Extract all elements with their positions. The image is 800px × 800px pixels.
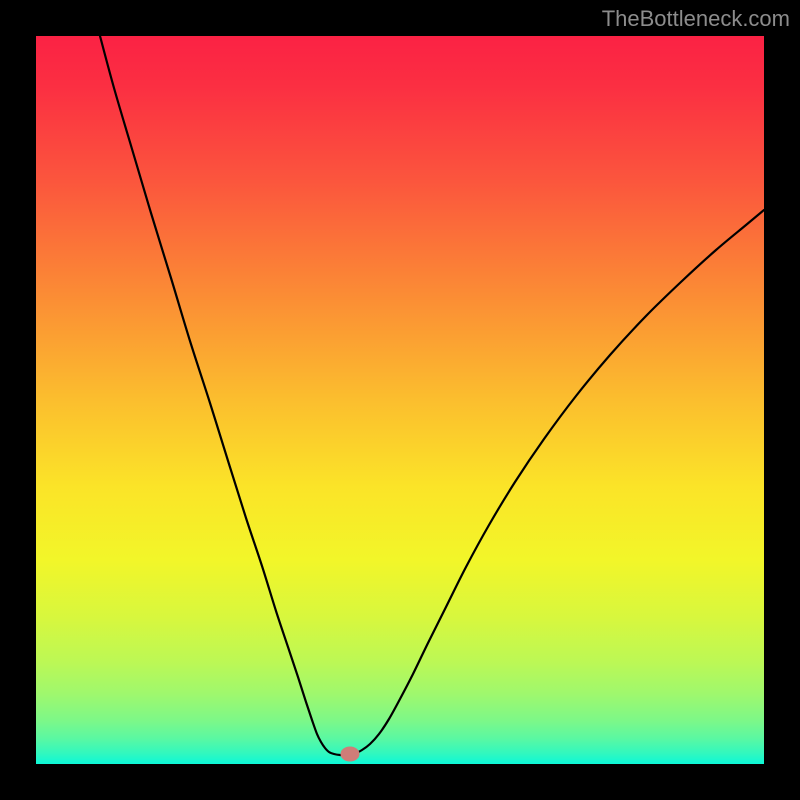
optimum-marker [341,747,359,761]
chart-frame: TheBottleneck.com [0,0,800,800]
bottleneck-chart [36,36,764,764]
watermark-text: TheBottleneck.com [602,6,790,32]
gradient-background [36,36,764,764]
